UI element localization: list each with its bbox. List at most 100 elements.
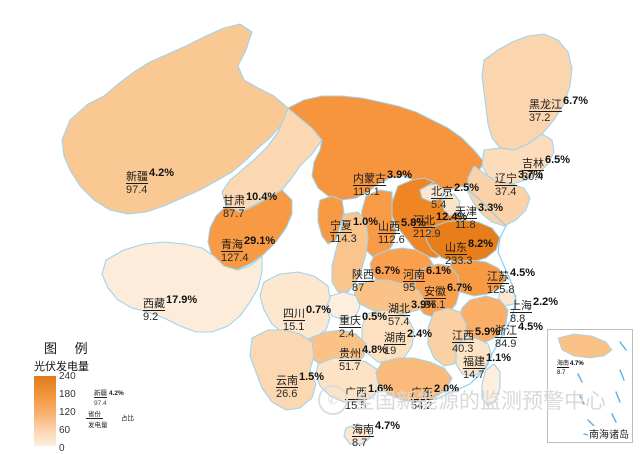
region-pct: 5.8% — [401, 217, 427, 229]
region-label: 广东2.0% 54.2 — [411, 384, 459, 412]
province-shapes — [61, 23, 573, 445]
legend-annot-share: 占比 — [121, 415, 134, 422]
inset-title: 南海诸岛 — [588, 426, 630, 441]
region-label: 上海2.2% 8.8 — [510, 297, 558, 325]
region-value: 26.6 — [276, 388, 298, 400]
region-label: 湖南2.4% 19 — [384, 329, 432, 357]
region-value: 15.1 — [283, 321, 305, 333]
region-shape-yunnan — [249, 329, 317, 411]
region-value: 51.7 — [339, 361, 361, 373]
south-china-sea-inset: 海南4.7% 8.7 南海诸岛 — [547, 329, 633, 443]
region-value: 125.8 — [487, 284, 515, 296]
legend-ticks: 240 180 120 60 0 — [59, 371, 93, 454]
region-name: 江西 — [452, 330, 474, 343]
region-name: 宁夏 — [330, 220, 352, 233]
region-pct: 3.9% — [411, 299, 437, 311]
region-name: 江苏 — [487, 271, 509, 284]
region-pct: 29.1% — [244, 235, 276, 247]
region-value: 11.8 — [455, 219, 476, 231]
region-label: 西藏17.9% 9.2 — [143, 295, 197, 323]
region-label: 辽宁3.7% 37.4 — [495, 170, 543, 198]
region-pct: 2.4% — [407, 328, 433, 340]
region-pct: 17.9% — [166, 294, 198, 306]
region-name: 海南 — [352, 424, 374, 437]
region-label: 河南6.1% 95 — [403, 266, 451, 294]
region-value: 95 — [403, 282, 416, 294]
region-pct: 4.5% — [518, 321, 544, 333]
region-name: 青海 — [221, 239, 243, 252]
region-pct: 6.5% — [545, 154, 571, 166]
region-value: 30.4 — [522, 171, 544, 183]
coastline — [433, 187, 517, 401]
inset-hainan-label: 海南4.7% 8.7 — [557, 352, 584, 376]
inset-hainan-pct: 4.7% — [570, 361, 584, 367]
legend-subtitle: 光伏发电量 — [34, 361, 89, 373]
region-pct: 1.6% — [368, 383, 394, 395]
region-label: 黑龙江6.7% 37.2 — [529, 96, 588, 124]
region-name: 内蒙古 — [353, 173, 386, 186]
region-value: 127.4 — [221, 252, 249, 264]
region-label: 青海29.1% 127.4 — [221, 236, 275, 264]
legend-sample-value: 97.4 — [94, 400, 107, 407]
region-name: 云南 — [276, 375, 298, 388]
region-value: 57.4 — [388, 316, 410, 328]
region-value: 112.6 — [378, 234, 405, 246]
region-shape-heilongjiang — [481, 33, 573, 151]
region-shape-hubei — [353, 279, 425, 315]
region-value: 14.7 — [463, 369, 485, 381]
region-value: 2.4 — [339, 328, 355, 340]
region-shape-fujian — [455, 337, 493, 377]
region-label: 湖北3.9% 57.4 — [388, 300, 436, 328]
region-shape-hainan — [343, 423, 371, 445]
region-name: 河南 — [403, 269, 425, 282]
region-pct: 8.2% — [468, 238, 494, 250]
legend-tick-0: 0 — [59, 443, 65, 454]
legend-annot-generation: 发电量 — [88, 422, 108, 429]
region-pct: 6.7% — [563, 95, 589, 107]
inset-hainan-name: 海南 — [557, 358, 570, 368]
region-label: 广西1.6% 15.5 — [345, 384, 393, 412]
region-value: 15.5 — [345, 400, 367, 412]
region-shape-guangdong — [375, 357, 453, 403]
inset-canvas — [557, 333, 627, 437]
region-label: 内蒙古3.9% 119.1 — [353, 170, 412, 198]
region-label: 海南4.7% 8.7 — [352, 421, 400, 449]
region-value: 37.4 — [495, 186, 517, 198]
region-label: 新疆4.2% 97.4 — [126, 168, 174, 196]
region-shape-shandong — [425, 219, 501, 263]
region-pct: 6.7% — [375, 265, 401, 277]
region-value: 19 — [384, 345, 397, 357]
region-pct: 4.8% — [362, 344, 388, 356]
region-pct: 3.7% — [518, 169, 544, 181]
region-label: 江苏4.5% 125.8 — [487, 268, 535, 296]
region-value: 97.1 — [424, 299, 446, 311]
legend-tick-60: 60 — [59, 425, 71, 436]
region-label: 陕西6.7% 87 — [352, 266, 400, 294]
legend-annotation: 省份 发电量 — [86, 408, 110, 429]
region-label: 山东8.2% 233.3 — [445, 239, 493, 267]
legend-tick-240: 240 — [59, 371, 76, 382]
region-pct: 12.4% — [436, 211, 468, 223]
legend: 图 例 光伏发电量 240 180 120 60 0 新疆 4.2% 97.4 省… — [20, 338, 170, 454]
region-pct: 5.9% — [475, 326, 501, 338]
region-value: 37.2 — [529, 112, 551, 124]
region-label: 吉林6.5% 30.4 — [522, 155, 570, 183]
region-pct: 10.4% — [246, 191, 278, 203]
region-pct: 0.7% — [306, 304, 332, 316]
region-name: 福建 — [463, 356, 485, 369]
region-label: 云南1.5% 26.6 — [276, 372, 324, 400]
region-name: 甘肃 — [223, 195, 245, 208]
region-value: 54.2 — [411, 400, 433, 412]
legend-sample-pct: 4.2% — [109, 390, 124, 397]
region-value: 8.7 — [352, 437, 368, 449]
region-pct: 6.7% — [447, 282, 473, 294]
region-pct: 2.0% — [434, 383, 460, 395]
region-pct: 1.1% — [486, 352, 512, 364]
legend-title: 图 例 — [44, 341, 95, 356]
region-pct: 3.9% — [387, 169, 413, 181]
legend-colorbar — [34, 376, 56, 446]
region-value: 212.9 — [413, 228, 441, 240]
region-name: 山东 — [445, 242, 467, 255]
